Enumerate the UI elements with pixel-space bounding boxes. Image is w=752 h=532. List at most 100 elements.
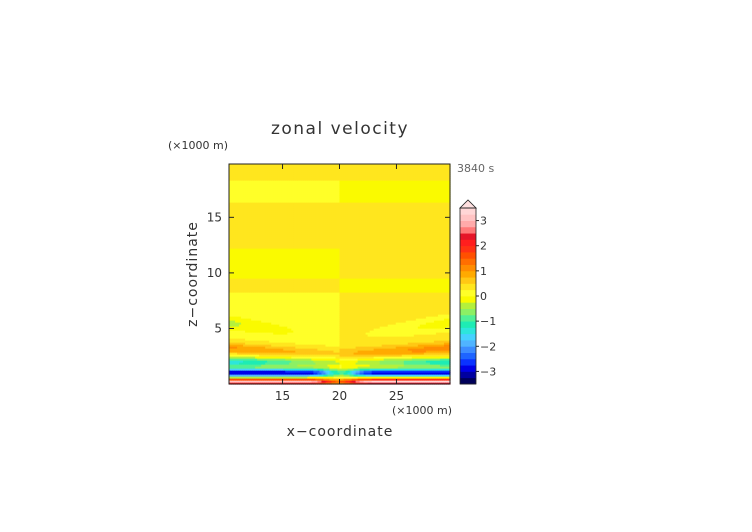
heatmap-cell [445, 370, 449, 373]
heatmap-cell [421, 376, 425, 379]
heatmap-cell [331, 362, 335, 365]
heatmap-cell [357, 370, 361, 373]
heatmap-cell [337, 378, 341, 381]
heatmap-cell [359, 370, 363, 373]
heatmap-cell [271, 376, 274, 379]
heatmap-cell [395, 366, 399, 369]
heatmap-cell [397, 372, 401, 375]
heatmap-cell [281, 366, 284, 369]
heatmap-cell [275, 380, 278, 383]
heatmap-cell [415, 380, 419, 383]
heatmap-cell [443, 380, 447, 383]
heatmap-cell [371, 358, 375, 361]
heatmap-cell [231, 366, 234, 369]
heatmap-cell [329, 360, 333, 363]
heatmap-cell [237, 376, 240, 379]
heatmap-cell [283, 382, 286, 385]
heatmap-cell [303, 358, 306, 361]
heatmap-cell [299, 358, 302, 361]
heatmap-cell [383, 370, 387, 373]
heatmap-cell [301, 382, 304, 385]
heatmap-cell [323, 362, 327, 365]
heatmap-cell [415, 364, 419, 367]
heatmap-cell [375, 362, 379, 365]
heatmap-cell [393, 372, 397, 375]
heatmap-cell [263, 382, 266, 385]
heatmap-cell [447, 368, 451, 371]
heatmap-cell [397, 378, 401, 381]
heatmap-cell [419, 360, 423, 363]
heatmap-cell [369, 360, 373, 363]
heatmap-cell [315, 368, 318, 371]
heatmap-cell [389, 382, 393, 385]
heatmap-cell [355, 370, 359, 373]
heatmap-cell [415, 370, 419, 373]
heatmap-cell [359, 358, 363, 361]
heatmap-cell [379, 364, 383, 367]
heatmap-cell [385, 364, 389, 367]
heatmap-cell [435, 372, 439, 375]
heatmap-cell [373, 374, 377, 377]
heatmap-cell [261, 368, 264, 371]
heatmap-cell [431, 380, 435, 383]
heatmap-cell [445, 360, 449, 363]
heatmap-cell [321, 364, 325, 367]
heatmap-cell [297, 380, 300, 383]
heatmap-cell [351, 366, 355, 369]
heatmap-cell [435, 376, 439, 379]
heatmap-cell [379, 368, 383, 371]
heatmap-cell [311, 376, 314, 379]
heatmap-cell [299, 370, 302, 373]
heatmap-cell [231, 370, 234, 373]
heatmap-cell [441, 364, 445, 367]
heatmap-cell [233, 372, 236, 375]
heatmap-cell [349, 364, 353, 367]
heatmap-cell [305, 378, 308, 381]
heatmap-cell [345, 358, 349, 361]
heatmap-cell [249, 362, 252, 365]
heatmap-cell [405, 380, 409, 383]
heatmap-cell [347, 378, 351, 381]
heatmap-cell [427, 368, 431, 371]
heatmap-cell [379, 370, 383, 373]
heatmap-cell [287, 374, 290, 377]
heatmap-cell [417, 364, 421, 367]
heatmap-cell [443, 376, 447, 379]
heatmap-cell [385, 374, 389, 377]
heatmap-cell [347, 380, 351, 383]
heatmap-cell [345, 372, 349, 375]
heatmap-cell [377, 372, 381, 375]
heatmap-cell [293, 360, 296, 363]
heatmap-cell [261, 362, 264, 365]
heatmap-cell [249, 360, 252, 363]
heatmap-cell [245, 374, 248, 377]
heatmap-cell [411, 368, 415, 371]
heatmap-cell [287, 362, 290, 365]
heatmap-cell [381, 358, 385, 361]
heatmap-cell [277, 374, 280, 377]
heatmap-cell [377, 378, 381, 381]
heatmap-cell [327, 378, 331, 381]
heatmap-cell [439, 368, 443, 371]
heatmap-cell [415, 360, 419, 363]
heatmap-cell [245, 378, 248, 381]
heatmap-cell [425, 370, 429, 373]
heatmap-cell [269, 380, 272, 383]
heatmap-cell [311, 382, 314, 385]
heatmap-cell [413, 358, 417, 361]
heatmap-cell [243, 374, 246, 377]
heatmap-cell [397, 380, 401, 383]
heatmap-cell [325, 370, 329, 373]
heatmap-cell [371, 376, 375, 379]
heatmap-cell [301, 374, 304, 377]
heatmap-cell [235, 366, 238, 369]
heatmap-cell [303, 376, 306, 379]
heatmap-cell [329, 358, 333, 361]
heatmap-cell [435, 364, 439, 367]
heatmap-cell [355, 378, 359, 381]
heatmap-cell [423, 378, 427, 381]
heatmap-cell [257, 356, 260, 359]
heatmap-cell [357, 360, 361, 363]
heatmap-cell [263, 360, 266, 363]
heatmap-cell [439, 372, 443, 375]
